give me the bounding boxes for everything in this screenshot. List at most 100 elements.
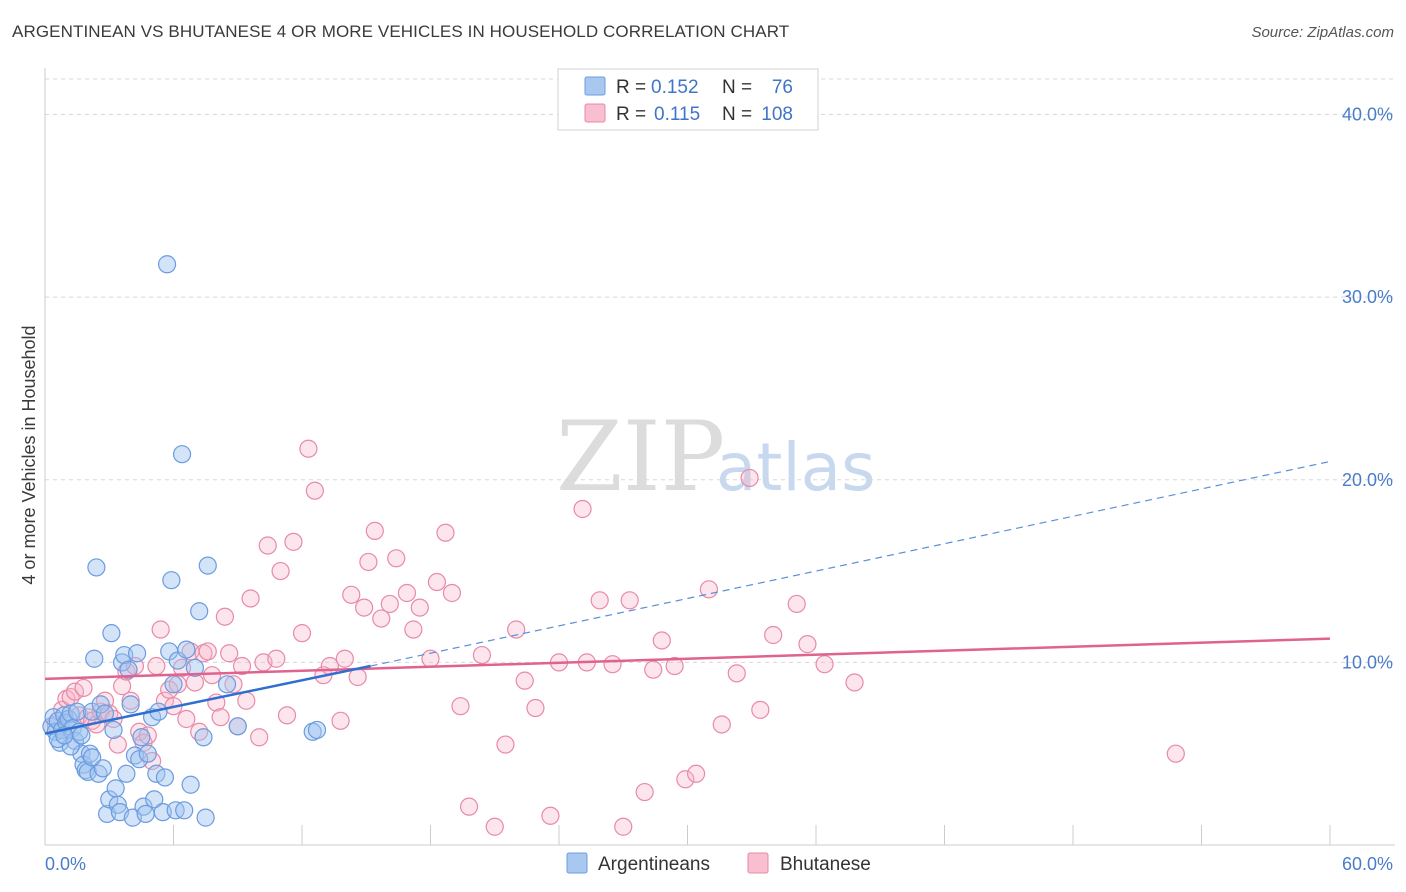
bhutanese-point [202, 666, 222, 685]
argentinean-point [102, 624, 121, 643]
argentinean-point [112, 653, 132, 672]
stats-legend: R = 0.152 N = 76 R = 0.115 N = 108 [557, 68, 819, 131]
argentinean-point [196, 808, 215, 827]
bhutanese-point [277, 706, 297, 725]
y-axis-label: 4 or more Vehicles in Household [19, 325, 39, 584]
bhutanese-point [1166, 744, 1185, 763]
bhutanese-point [676, 770, 695, 789]
bhutanese-point [652, 631, 671, 650]
argentinean-point [72, 726, 91, 745]
bhutanese-point [108, 735, 127, 754]
bhutanese-point [603, 655, 622, 674]
argentinean-point [85, 649, 104, 668]
bhutanese-point [359, 552, 378, 572]
bhutanese-point [404, 620, 423, 639]
argentinean-point [68, 702, 87, 721]
y-tick-label: 20.0% [1342, 470, 1393, 490]
bhutanese-point [355, 598, 374, 617]
bottom-legend-swatch-argentineans[interactable] [566, 852, 588, 874]
bhutanese-point [427, 572, 447, 592]
bhutanese-point [496, 735, 515, 754]
legend-r-value: 0.115 [654, 104, 700, 125]
bhutanese-point [267, 649, 286, 668]
bottom-legend-swatch-bhutanese[interactable] [747, 852, 769, 874]
argentinean-point [185, 658, 205, 677]
legend-r-label: R = [616, 104, 646, 125]
bhutanese-point [237, 691, 256, 710]
legend-r-value: 0.152 [651, 77, 699, 98]
bhutanese-point [380, 594, 399, 614]
bhutanese-point [211, 708, 230, 727]
bhutanese-point [798, 635, 817, 654]
argentinean-point [127, 644, 147, 663]
bhutanese-point [712, 715, 731, 734]
argentinean-point [117, 764, 136, 783]
argentinean-point [93, 759, 112, 778]
bhutanese-point [241, 589, 260, 608]
y-tick-label: 30.0% [1342, 287, 1393, 307]
y-tick-label: 10.0% [1342, 652, 1393, 672]
argentinean-point [162, 571, 181, 590]
argentinean-point [157, 255, 177, 274]
x-tick-label: 0.0% [45, 854, 86, 874]
x-tick-labels: 0.0% 60.0% [45, 854, 1393, 874]
argentinean-point [177, 640, 196, 659]
argentinean-point [138, 744, 157, 763]
bhutanese-point [541, 806, 560, 825]
bhutanese-point [526, 698, 545, 718]
bhutanese-point [815, 655, 834, 674]
argentinean-point [181, 775, 200, 794]
bhutanese-point [151, 620, 170, 639]
bhutanese-point [459, 797, 479, 816]
bhutanese-point [451, 697, 470, 716]
argentinean-point [134, 797, 153, 816]
bhutanese-point [845, 673, 864, 692]
x-tick-label: 60.0% [1342, 854, 1393, 874]
bottom-legend-argentineans[interactable]: Argentineans [598, 854, 710, 875]
legend-n-label: N = [722, 104, 752, 125]
watermark-zip: ZIP [556, 401, 725, 513]
bhutanese-point [342, 585, 361, 604]
bhutanese-point [198, 642, 217, 661]
bhutanese-point [727, 664, 746, 683]
bhutanese-point [232, 656, 252, 676]
bhutanese-point [787, 594, 806, 614]
bhutanese-point [147, 656, 166, 676]
bhutanese-point [751, 700, 770, 719]
bhutanese-point [305, 481, 324, 500]
bhutanese-point [292, 624, 312, 643]
argentinean-point [121, 695, 140, 714]
argentinean-point [108, 795, 127, 814]
bhutanese-point [299, 439, 318, 458]
argentinean-point [119, 660, 138, 679]
axes [44, 68, 1395, 846]
bhutanese-point [138, 726, 157, 745]
bhutanese-point [442, 583, 462, 603]
argentinean-point [172, 445, 192, 464]
bhutanese-point [335, 649, 354, 668]
source-credit: Source: ZipAtlas.com [1251, 24, 1394, 41]
bhutanese-point [740, 468, 759, 488]
bottom-legend-bhutanese[interactable]: Bhutanese [780, 854, 871, 875]
y-tick-label: 40.0% [1342, 105, 1393, 125]
bhutanese-point [515, 671, 534, 690]
bhutanese-point [472, 645, 491, 665]
bhutanese-point [224, 675, 243, 694]
legend-swatch-argentineans [584, 76, 606, 96]
legend-n-label: N = [722, 77, 752, 98]
legend-n-value: 108 [761, 104, 793, 125]
chart-title: ARGENTINEAN VS BHUTANESE 4 OR MORE VEHIC… [12, 22, 790, 41]
argentinean-point [228, 717, 247, 736]
bhutanese-point [507, 620, 526, 639]
argentinean-point [155, 768, 175, 787]
bhutanese-point [590, 591, 609, 610]
bhutanese-point [764, 625, 783, 645]
legend-r-label: R = [616, 77, 646, 98]
bhutanese-point [284, 532, 303, 551]
argentinean-point [106, 779, 125, 798]
bhutanese-point [410, 598, 429, 617]
bhutanese-point [372, 609, 391, 628]
argentinean-point [61, 704, 80, 723]
argentinean-points [42, 255, 327, 827]
